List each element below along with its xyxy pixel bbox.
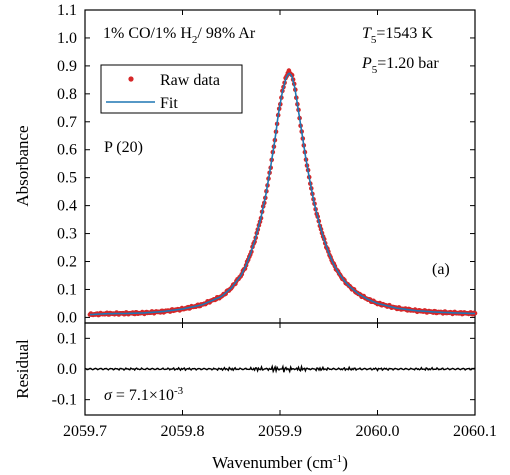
y-axis-label-residual: Residual (13, 339, 32, 399)
pressure-annotation: P5=1.20 bar (361, 55, 439, 76)
main-y-tick-label: 1.1 (57, 2, 77, 19)
y-axis-label-absorbance: Absorbance (13, 125, 32, 206)
x-axis: 2059.7 2059.8 2059.9 2060.0 2060.1 (63, 10, 497, 440)
legend: Raw data Fit (100, 64, 243, 114)
legend-raw-marker (128, 76, 134, 82)
residual-line (84, 364, 476, 374)
x-tick-label: 2060.0 (356, 423, 400, 440)
main-y-tick-label: 0.3 (57, 226, 77, 243)
main-y-tick-label: 0.4 (57, 198, 77, 215)
main-y-tick-label: 1.0 (57, 30, 77, 47)
main-y-tick-label: 0.2 (57, 254, 77, 271)
main-y-axis: 0.0 0.1 0.2 0.3 0.4 0.5 0.6 0.7 0.8 0.9 1.0 1.1 (57, 2, 475, 326)
sigma-annotation: σ = 7.1×10-3 (104, 385, 184, 404)
fit-line (89, 72, 475, 316)
main-y-tick-label: 0.6 (57, 142, 77, 159)
main-y-tick-label: 0.9 (57, 58, 77, 75)
legend-fit-label: Fit (160, 95, 178, 112)
temperature-annotation: T5=1543 K (362, 25, 433, 46)
residual-y-tick-label: 0.1 (57, 330, 77, 347)
mixture-annotation: 1% CO/1% H2/ 98% Ar (103, 25, 256, 46)
x-tick-label: 2059.7 (63, 423, 107, 440)
main-y-tick-label: 0.8 (57, 86, 77, 103)
residual-y-tick-label: -0.1 (52, 392, 77, 409)
main-y-tick-label: 0.0 (57, 309, 77, 326)
x-tick-label: 2059.9 (258, 423, 302, 440)
legend-raw-label: Raw data (160, 72, 220, 89)
panel-label: (a) (432, 261, 450, 278)
line-label: P (20) (104, 139, 143, 156)
x-axis-label: Wavenumber (cm-1) (212, 453, 348, 472)
x-tick-label: 2060.1 (453, 423, 497, 440)
main-y-tick-label: 0.7 (57, 114, 77, 131)
residual-y-tick-label: 0.0 (57, 361, 77, 378)
x-tick-label: 2059.8 (161, 423, 205, 440)
legend-box (100, 64, 243, 114)
main-y-tick-label: 0.1 (57, 281, 77, 298)
residual-y-axis: 0.1 0.0 -0.1 (52, 330, 475, 409)
main-y-tick-label: 0.5 (57, 170, 77, 187)
